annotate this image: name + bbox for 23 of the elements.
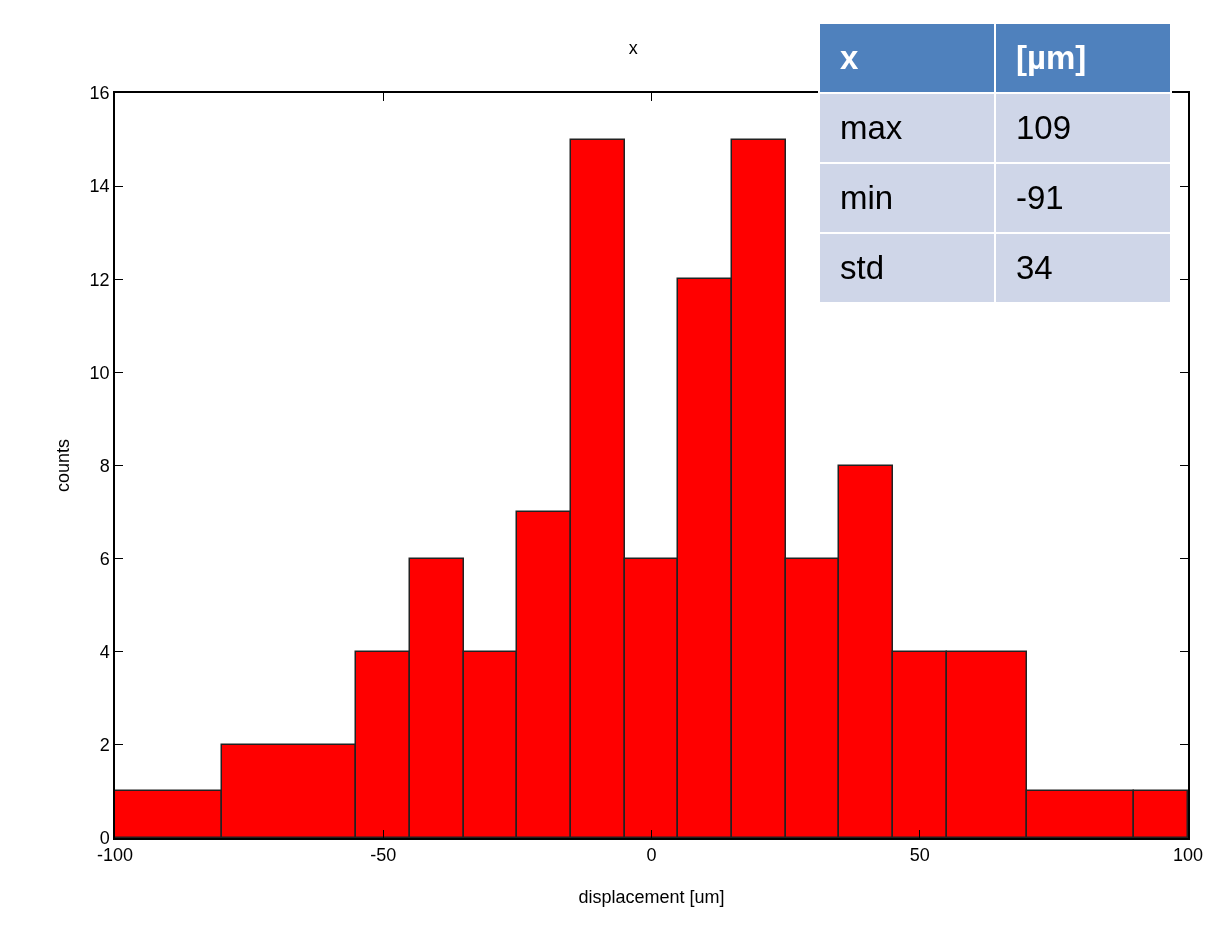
y-tick-label: 4 (99, 642, 110, 663)
y-tick-label: 2 (99, 735, 110, 756)
x-tick-label: 100 (1172, 845, 1204, 866)
table-cell: -91 (995, 163, 1171, 233)
x-tick-label: 0 (646, 845, 657, 866)
y-tick-label: 14 (89, 176, 110, 197)
y-tick-label: 12 (89, 269, 110, 290)
x-tick-label: 50 (909, 845, 930, 866)
y-axis-title: counts (52, 438, 73, 493)
table-cell: x (819, 23, 995, 93)
table-cell: 109 (995, 93, 1171, 163)
table-cell: max (819, 93, 995, 163)
x-axis-title: displacement [um] (578, 886, 725, 907)
table-cell: 34 (995, 233, 1171, 303)
y-tick-label: 6 (99, 548, 110, 569)
chart-title: x (628, 38, 638, 59)
x-tick-label: -50 (370, 845, 397, 866)
table-cell: [µm] (995, 23, 1171, 93)
y-tick-label: 10 (89, 362, 110, 383)
table-cell: std (819, 233, 995, 303)
table-cell: min (819, 163, 995, 233)
y-tick-label: 16 (89, 83, 110, 104)
y-tick-label: 8 (99, 455, 110, 476)
